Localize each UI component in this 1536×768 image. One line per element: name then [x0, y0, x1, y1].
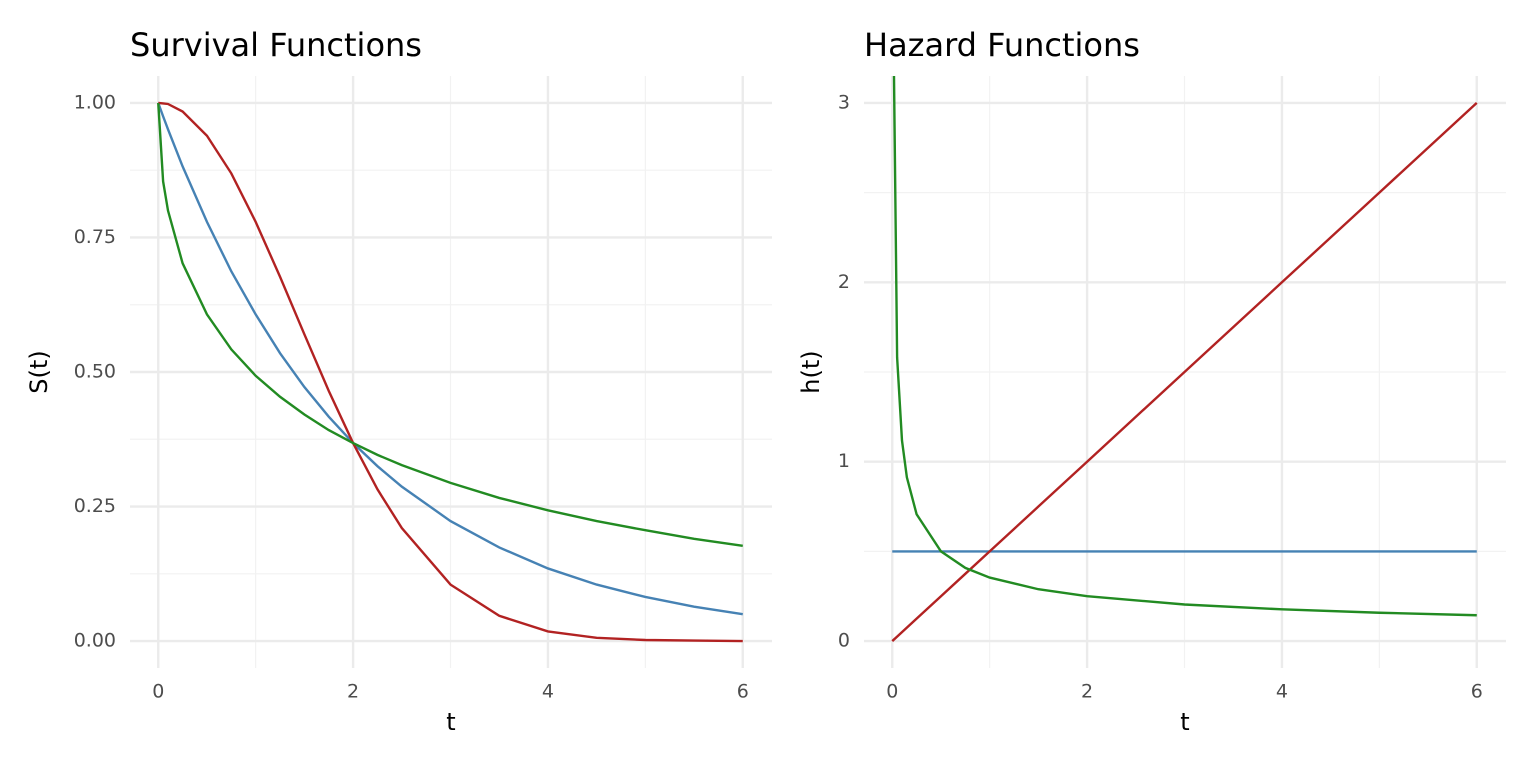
x-axis-title: t [446, 708, 455, 736]
y-tick-label: 3 [838, 91, 850, 113]
y-tick-label: 0.00 [74, 630, 116, 652]
y-tick-label: 1.00 [74, 91, 116, 113]
y-tick-label: 0 [838, 630, 850, 652]
line [158, 101, 743, 643]
line [157, 102, 743, 548]
line [891, 102, 1478, 642]
y-tick-label: 1 [838, 450, 850, 472]
x-axis-title: t [1180, 708, 1189, 736]
x-tick-label: 2 [1081, 681, 1093, 703]
y-tick-label: 0.50 [74, 361, 116, 383]
y-tick-label: 2 [838, 271, 850, 293]
y-tick-label: 0.75 [74, 226, 116, 248]
x-tick-label: 0 [152, 681, 164, 703]
y-axis-title: h(t) [797, 350, 825, 393]
x-tick-label: 0 [886, 681, 898, 703]
panel: 0 1 2 3 0 2 4 6 Hazard Functions t h(t) [797, 26, 1506, 736]
y-tick-label: 0.25 [74, 495, 116, 517]
line [892, 76, 1477, 617]
x-tick-label: 2 [347, 681, 359, 703]
x-tick-label: 4 [1276, 681, 1288, 703]
x-tick-label: 6 [737, 681, 749, 703]
panel: 0.00 0.25 0.50 0.75 1.00 0 2 4 6 Survival Functio… [25, 26, 772, 736]
chart-title: Survival Functions [130, 26, 422, 64]
x-tick-label: 6 [1471, 681, 1483, 703]
x-tick-label: 4 [542, 681, 554, 703]
line [157, 102, 743, 616]
y-axis-title: S(t) [25, 350, 53, 393]
chart-title: Hazard Functions [864, 26, 1140, 64]
